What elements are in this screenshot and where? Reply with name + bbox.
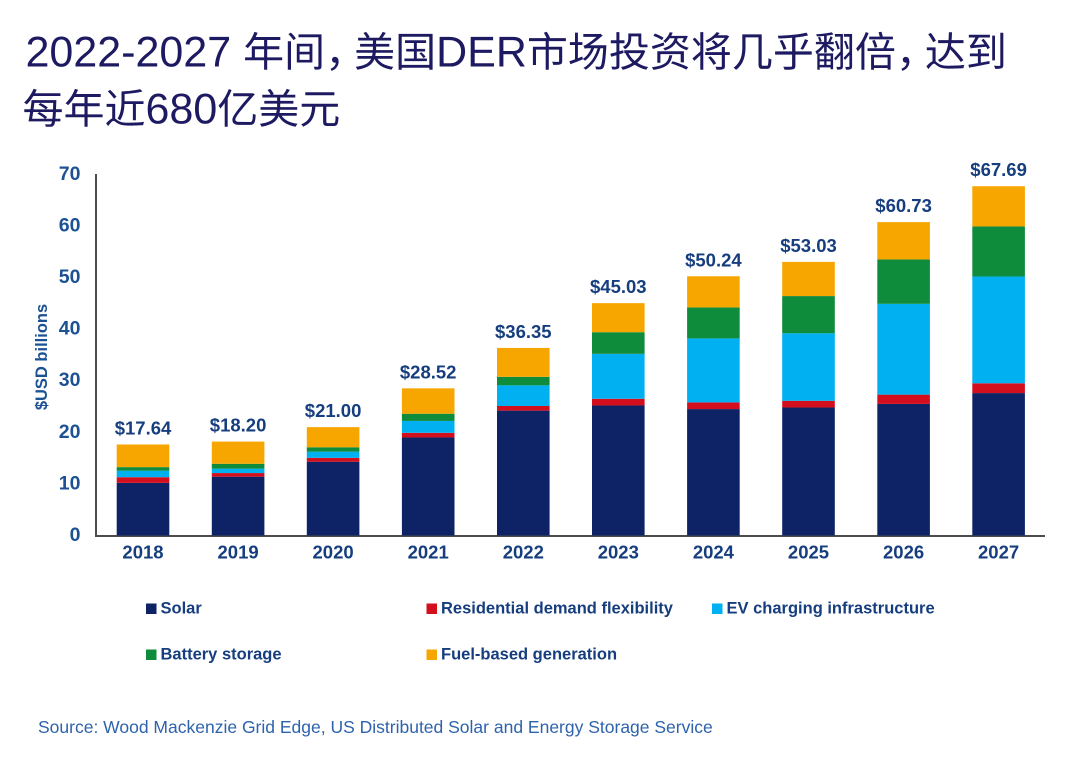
svg-text:$18.20: $18.20 [210,415,267,436]
svg-text:20: 20 [59,421,81,443]
svg-text:2018: 2018 [122,542,163,563]
svg-text:EV charging infrastructure: EV charging infrastructure [727,600,935,618]
svg-text:40: 40 [59,318,81,340]
svg-text:2024: 2024 [693,542,735,563]
svg-text:$45.03: $45.03 [590,276,647,297]
svg-text:70: 70 [59,163,81,185]
svg-text:Source: Wood Mackenzie Grid Ed: Source: Wood Mackenzie Grid Edge, US Dis… [38,717,713,737]
svg-text:$67.69: $67.69 [970,159,1027,180]
svg-text:60: 60 [59,214,81,236]
svg-text:$USD billions: $USD billions [33,304,51,410]
svg-text:$28.52: $28.52 [400,361,457,382]
svg-text:2019: 2019 [218,542,259,563]
svg-text:Solar: Solar [161,600,203,618]
svg-text:50: 50 [59,266,81,288]
svg-text:Battery storage: Battery storage [161,646,282,664]
svg-text:10: 10 [59,472,81,494]
svg-text:2021: 2021 [408,542,449,563]
svg-text:$36.35: $36.35 [495,321,552,342]
svg-text:2020: 2020 [313,542,354,563]
svg-text:$60.73: $60.73 [875,195,932,216]
svg-text:$50.24: $50.24 [685,249,742,270]
svg-text:Residential demand flexibility: Residential demand flexibility [441,600,674,618]
svg-text:Fuel-based generation: Fuel-based generation [441,646,617,664]
svg-text:2023: 2023 [598,542,639,563]
svg-text:2026: 2026 [883,542,924,563]
svg-text:30: 30 [59,369,81,391]
svg-text:$21.00: $21.00 [305,400,362,421]
svg-text:$53.03: $53.03 [780,235,837,256]
svg-text:$17.64: $17.64 [115,418,172,439]
svg-text:2025: 2025 [788,542,829,563]
svg-text:2027: 2027 [978,542,1019,563]
svg-text:0: 0 [70,524,81,546]
svg-text:2022: 2022 [503,542,544,563]
